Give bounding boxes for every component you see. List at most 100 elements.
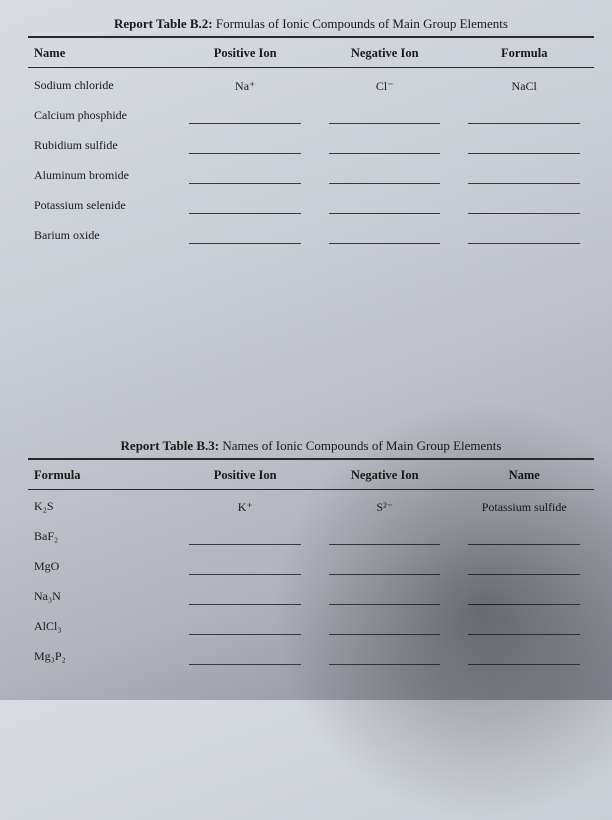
blank-line[interactable]	[329, 168, 441, 184]
value-formula: NaCl	[494, 79, 554, 94]
table-row: Mg₃P₂	[28, 639, 594, 669]
blank-line[interactable]	[329, 619, 441, 635]
table-row: Calcium phosphide	[28, 98, 594, 128]
col-name: Name	[28, 38, 175, 68]
blank-line[interactable]	[189, 198, 301, 214]
table-b2-title: Report Table B.2: Formulas of Ionic Comp…	[28, 16, 594, 32]
cell-name: Potassium sulfide	[454, 489, 594, 519]
table-row: Rubidium sulfide	[28, 128, 594, 158]
col-negative: Negative Ion	[315, 38, 455, 68]
col-formula: Formula	[454, 38, 594, 68]
value-positive: K⁺	[215, 500, 275, 515]
blank-line[interactable]	[468, 108, 580, 124]
blank-line[interactable]	[329, 589, 441, 605]
col-positive: Positive Ion	[175, 38, 315, 68]
cell-formula	[454, 218, 594, 248]
cell-negative	[315, 549, 455, 579]
cell-positive	[175, 519, 315, 549]
cell-negative	[315, 218, 455, 248]
blank-line[interactable]	[468, 228, 580, 244]
blank-line[interactable]	[189, 168, 301, 184]
value-negative: S²⁻	[355, 500, 415, 515]
table-b2-header-row: Name Positive Ion Negative Ion Formula	[28, 38, 594, 68]
col-positive: Positive Ion	[175, 460, 315, 490]
cell-name: Calcium phosphide	[28, 98, 175, 128]
cell-name: Barium oxide	[28, 218, 175, 248]
table-row: BaF₂	[28, 519, 594, 549]
cell-formula	[454, 188, 594, 218]
table-row: Potassium selenide	[28, 188, 594, 218]
cell-positive	[175, 158, 315, 188]
table-b2-block: Report Table B.2: Formulas of Ionic Comp…	[28, 16, 594, 248]
table-row: Aluminum bromide	[28, 158, 594, 188]
table-b2-title-prefix: Report Table B.2:	[114, 16, 213, 31]
table-b3-body: K₂S K⁺ S²⁻ Potassium sulfide BaF₂MgONa₃NAlCl…	[28, 489, 594, 669]
cell-positive	[175, 218, 315, 248]
cell-positive	[175, 98, 315, 128]
value-name: Potassium sulfide	[482, 500, 567, 515]
cell-formula: BaF₂	[28, 519, 175, 549]
page-gap	[28, 288, 594, 428]
cell-negative	[315, 519, 455, 549]
blank-line[interactable]	[468, 168, 580, 184]
cell-negative	[315, 579, 455, 609]
table-row: K₂S K⁺ S²⁻ Potassium sulfide	[28, 489, 594, 519]
cell-positive: Na⁺	[175, 68, 315, 98]
cell-negative	[315, 158, 455, 188]
blank-line[interactable]	[329, 649, 441, 665]
cell-negative: Cl⁻	[315, 68, 455, 98]
table-row: Sodium chlorideNa⁺Cl⁻NaCl	[28, 68, 594, 98]
blank-line[interactable]	[468, 198, 580, 214]
blank-line[interactable]	[189, 649, 301, 665]
blank-line[interactable]	[189, 228, 301, 244]
col-name: Name	[454, 460, 594, 490]
blank-line[interactable]	[189, 589, 301, 605]
blank-line[interactable]	[468, 529, 580, 545]
cell-positive	[175, 128, 315, 158]
cell-name: Rubidium sulfide	[28, 128, 175, 158]
blank-line[interactable]	[329, 529, 441, 545]
cell-positive	[175, 188, 315, 218]
blank-line[interactable]	[329, 228, 441, 244]
table-b3-header-row: Formula Positive Ion Negative Ion Name	[28, 460, 594, 490]
cell-formula	[454, 158, 594, 188]
cell-negative	[315, 639, 455, 669]
cell-formula	[454, 98, 594, 128]
cell-formula: K₂S	[28, 489, 175, 519]
table-b3-title: Report Table B.3: Names of Ionic Compoun…	[28, 438, 594, 454]
table-b3: Formula Positive Ion Negative Ion Name K…	[28, 460, 594, 670]
table-row: Na₃N	[28, 579, 594, 609]
blank-line[interactable]	[189, 619, 301, 635]
blank-line[interactable]	[468, 589, 580, 605]
cell-positive	[175, 609, 315, 639]
cell-positive	[175, 549, 315, 579]
value-positive: Na⁺	[215, 79, 275, 94]
blank-line[interactable]	[189, 138, 301, 154]
blank-line[interactable]	[329, 108, 441, 124]
blank-line[interactable]	[468, 559, 580, 575]
cell-negative	[315, 98, 455, 128]
blank-line[interactable]	[189, 529, 301, 545]
cell-name	[454, 609, 594, 639]
cell-formula: AlCl₃	[28, 609, 175, 639]
table-row: AlCl₃	[28, 609, 594, 639]
table-row: MgO	[28, 549, 594, 579]
cell-formula: NaCl	[454, 68, 594, 98]
table-b3-block: Report Table B.3: Names of Ionic Compoun…	[28, 438, 594, 670]
table-b2: Name Positive Ion Negative Ion Formula S…	[28, 38, 594, 248]
blank-line[interactable]	[329, 198, 441, 214]
table-b3-title-prefix: Report Table B.3:	[121, 438, 220, 453]
blank-line[interactable]	[468, 619, 580, 635]
cell-name	[454, 579, 594, 609]
blank-line[interactable]	[468, 138, 580, 154]
cell-positive: K⁺	[175, 489, 315, 519]
blank-line[interactable]	[189, 108, 301, 124]
blank-line[interactable]	[329, 559, 441, 575]
blank-line[interactable]	[468, 649, 580, 665]
cell-formula: Mg₃P₂	[28, 639, 175, 669]
cell-name	[454, 519, 594, 549]
blank-line[interactable]	[329, 138, 441, 154]
blank-line[interactable]	[189, 559, 301, 575]
cell-negative	[315, 188, 455, 218]
value-negative: Cl⁻	[355, 79, 415, 94]
